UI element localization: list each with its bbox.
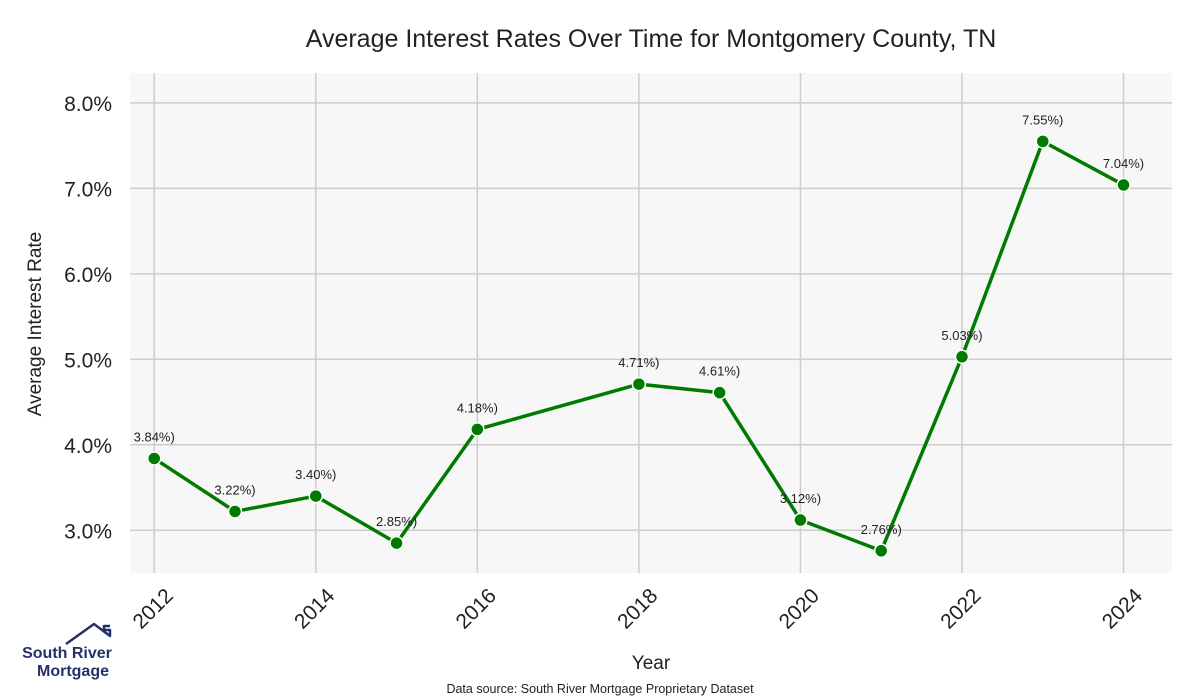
data-label: 4.71%) bbox=[618, 355, 659, 370]
source-note: Data source: South River Mortgage Propri… bbox=[446, 682, 754, 696]
data-label: 3.40%) bbox=[295, 467, 336, 482]
plot-area bbox=[130, 73, 1172, 573]
data-point bbox=[470, 422, 485, 437]
x-axis-ticks: 2012 2014 2016 2018 2020 2022 2024 bbox=[128, 584, 1147, 634]
house-roof-icon bbox=[65, 622, 112, 646]
data-point bbox=[308, 488, 324, 504]
data-label: 3.22%) bbox=[214, 482, 255, 497]
x-tick-label: 2014 bbox=[290, 584, 340, 634]
data-label: 4.61%) bbox=[699, 364, 740, 379]
y-tick-label: 8.0% bbox=[64, 93, 112, 116]
data-point bbox=[1035, 134, 1051, 149]
data-labels: 3.84%) 3.22%) 3.40%) 2.85%) 4.18%) 4.71%) 4.61… bbox=[134, 112, 1145, 536]
data-label: 7.04%) bbox=[1103, 156, 1144, 171]
x-tick-label: 2020 bbox=[775, 584, 824, 633]
series-line bbox=[153, 139, 1125, 553]
data-label: 2.76%) bbox=[861, 522, 902, 537]
data-label: 4.18%) bbox=[457, 400, 498, 415]
y-axis-ticks: 3.0% 4.0% 5.0% 6.0% 7.0% 8.0% bbox=[64, 93, 112, 543]
grid bbox=[130, 73, 1172, 573]
data-point bbox=[712, 385, 727, 400]
data-point bbox=[1116, 177, 1131, 193]
data-label: 2.85%) bbox=[376, 514, 417, 529]
logo-text-line1: South River bbox=[22, 645, 112, 662]
chart-title: Average Interest Rates Over Time for Mon… bbox=[306, 25, 997, 53]
y-tick-label: 4.0% bbox=[64, 435, 112, 458]
data-label: 5.03%) bbox=[941, 328, 982, 343]
x-tick-label: 2022 bbox=[936, 584, 985, 633]
x-tick-label: 2012 bbox=[128, 584, 177, 633]
x-tick-label: 2024 bbox=[1098, 584, 1148, 634]
logo-text-line2: Mortgage bbox=[37, 663, 109, 680]
logo: South River Mortgage bbox=[22, 622, 112, 680]
x-tick-label: 2018 bbox=[613, 584, 662, 633]
series-line-group bbox=[153, 139, 1125, 553]
y-tick-label: 3.0% bbox=[64, 520, 112, 543]
y-tick-label: 7.0% bbox=[64, 178, 112, 201]
data-point bbox=[631, 376, 647, 392]
x-tick-label: 2016 bbox=[452, 584, 501, 633]
data-point bbox=[873, 543, 889, 559]
data-label: 7.55%) bbox=[1022, 112, 1063, 127]
y-tick-label: 5.0% bbox=[64, 349, 112, 372]
data-label: 3.84%) bbox=[134, 429, 175, 444]
data-points bbox=[146, 134, 1131, 559]
data-point bbox=[389, 535, 404, 551]
y-tick-label: 6.0% bbox=[64, 264, 112, 287]
data-point bbox=[146, 451, 162, 466]
x-axis-label: Year bbox=[632, 653, 671, 674]
data-point bbox=[954, 349, 970, 365]
data-point bbox=[227, 504, 243, 519]
y-axis-label: Average Interest Rate bbox=[25, 232, 46, 416]
data-label: 3.12%) bbox=[780, 491, 821, 506]
data-point bbox=[793, 512, 808, 528]
